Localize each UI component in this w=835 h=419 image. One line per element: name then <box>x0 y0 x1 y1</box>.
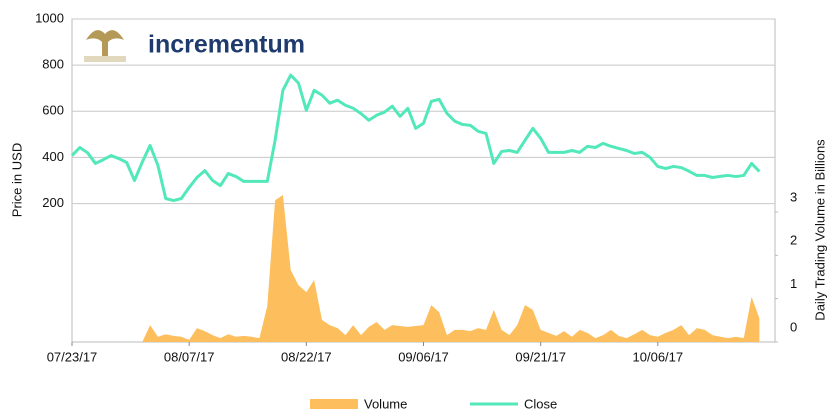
y2-tick-label: 3 <box>790 189 797 204</box>
legend-swatch <box>310 399 358 409</box>
y-tick-label: 1000 <box>35 10 64 25</box>
plot-frame <box>71 18 776 343</box>
x-tick-label: 09/06/17 <box>398 349 449 364</box>
x-tick-label: 08/07/17 <box>164 349 215 364</box>
y2-tick-label: 2 <box>790 233 797 248</box>
legend-label: Close <box>524 396 557 411</box>
close-line <box>70 73 761 203</box>
y2-tick-label: 0 <box>790 319 797 334</box>
x-tick-label: 09/21/17 <box>515 349 566 364</box>
x-tick-label: 10/06/17 <box>633 349 684 364</box>
logo-tree <box>86 30 124 56</box>
y-tick-label: 800 <box>42 57 64 72</box>
logo-icon <box>82 28 128 64</box>
y-tick-label: 600 <box>42 103 64 118</box>
x-tick-label: 07/23/17 <box>47 349 98 364</box>
y-tick-label: 400 <box>42 149 64 164</box>
y2-axis-label: Daily Trading Volume in Billions <box>812 139 827 321</box>
logo-text: incrementum <box>148 31 305 59</box>
y-axis-label: Price in USD <box>9 143 24 217</box>
logo-base <box>84 56 126 62</box>
legend-label: Volume <box>364 396 407 411</box>
volume-area <box>142 195 760 342</box>
y-tick-label: 200 <box>42 195 64 210</box>
x-tick-label: 08/22/17 <box>281 349 332 364</box>
y2-tick-label: 1 <box>790 276 797 291</box>
